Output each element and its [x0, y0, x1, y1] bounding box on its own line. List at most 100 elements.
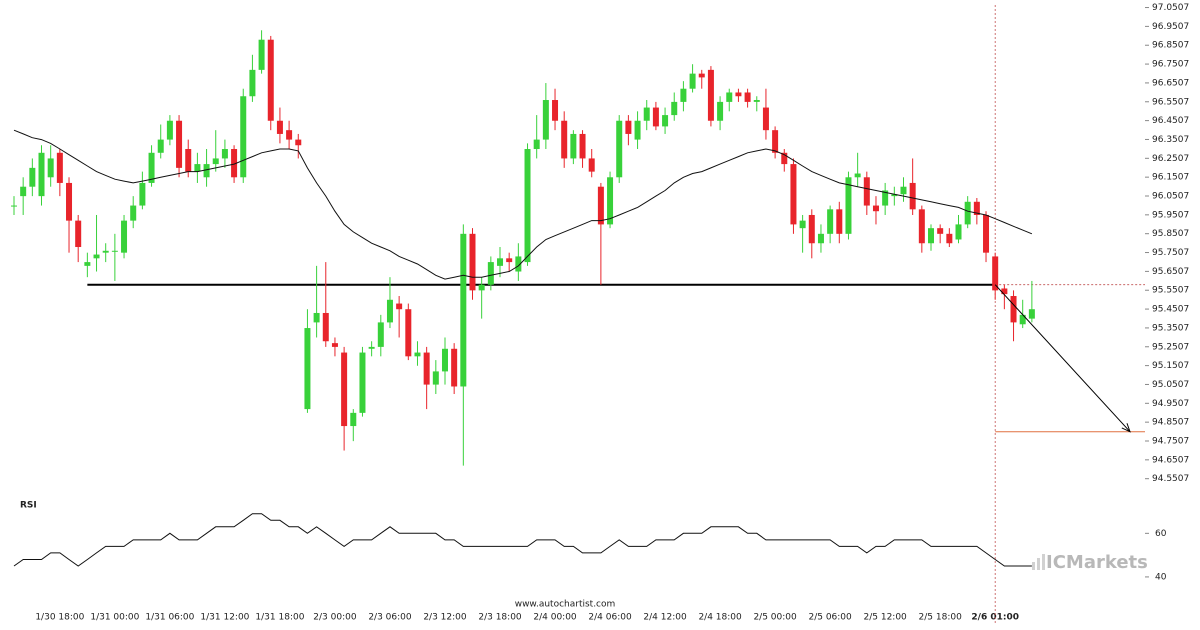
- candle-body: [542, 100, 549, 140]
- x-tick-label: 1/31 18:00: [255, 613, 304, 623]
- y-tick-label: 94.9507: [1152, 399, 1189, 409]
- candle-body: [139, 182, 146, 206]
- candle-body: [588, 158, 595, 172]
- candle-body: [579, 133, 586, 159]
- candle-body: [937, 228, 944, 234]
- candle-body: [396, 303, 403, 310]
- candle-body: [322, 312, 329, 342]
- candle-body: [836, 209, 843, 234]
- x-tick-label: 2/4 18:00: [698, 613, 742, 623]
- candle-body: [75, 220, 82, 248]
- candle-body: [203, 164, 210, 178]
- x-tick-label: 2/5 06:00: [808, 613, 852, 623]
- candle-body: [524, 149, 531, 263]
- candle-body: [47, 158, 54, 178]
- candle-body: [762, 107, 769, 131]
- candle-body: [414, 352, 421, 357]
- candle-body: [386, 299, 393, 323]
- candle-body: [799, 220, 806, 229]
- y-tick-label: 96.9507: [1152, 22, 1189, 32]
- candle-body: [441, 348, 448, 372]
- candle-body: [854, 173, 861, 178]
- rsi-tick-label: 60: [1155, 529, 1167, 539]
- candle-body: [634, 120, 641, 140]
- arrow-head: [1121, 423, 1131, 433]
- candle-body: [964, 201, 971, 225]
- candle-body: [652, 107, 659, 127]
- candle-body: [882, 190, 889, 206]
- y-tick-label: 95.2507: [1152, 342, 1189, 352]
- candle-body: [616, 120, 623, 178]
- candle-body: [66, 182, 73, 221]
- candle-body: [570, 133, 577, 159]
- candle-body: [157, 139, 164, 153]
- y-tick-label: 94.7507: [1152, 437, 1189, 447]
- candle-body: [176, 120, 183, 168]
- candle-body: [872, 205, 879, 212]
- candle-body: [460, 233, 467, 387]
- candle-body: [790, 164, 797, 225]
- y-tick-label: 96.8507: [1152, 41, 1189, 51]
- candle-body: [726, 92, 733, 102]
- candle-body: [276, 120, 283, 134]
- candle-body: [918, 209, 925, 244]
- rsi-line: [13, 513, 1032, 567]
- candle-body: [827, 209, 834, 234]
- candle-body: [891, 194, 898, 197]
- rsi-title: RSI: [20, 501, 37, 511]
- candle-body: [185, 149, 192, 172]
- y-tick-label: 95.5507: [1152, 286, 1189, 296]
- candle-body: [992, 256, 999, 291]
- candle-body: [497, 258, 504, 266]
- candle-body: [111, 250, 118, 252]
- candle-body: [221, 149, 228, 159]
- x-tick-label: 2/3 12:00: [423, 613, 467, 623]
- y-tick-label: 94.8507: [1152, 418, 1189, 428]
- candle-body: [689, 73, 696, 89]
- x-tick-label: 2/4 06:00: [588, 613, 632, 623]
- candle-body: [744, 92, 751, 102]
- candle-body: [1028, 309, 1035, 319]
- y-tick-label: 96.0507: [1152, 192, 1189, 202]
- candle-body: [946, 233, 953, 244]
- candle-body: [625, 120, 632, 134]
- y-tick-label: 96.5507: [1152, 97, 1189, 107]
- candle-body: [368, 346, 375, 349]
- candle-body: [863, 177, 870, 206]
- candle-body: [212, 158, 219, 165]
- candle-body: [707, 69, 714, 121]
- candle-body: [817, 233, 824, 244]
- candle-body: [29, 167, 36, 187]
- moving-average: [13, 129, 1033, 280]
- candle-body: [533, 139, 540, 150]
- candle-body: [267, 39, 274, 121]
- y-tick-label: 95.1507: [1152, 361, 1189, 371]
- candle-body: [166, 120, 173, 140]
- logo-bar: [1032, 562, 1035, 570]
- candle-body: [698, 73, 705, 78]
- y-tick-label: 96.6507: [1152, 78, 1189, 88]
- candle-body: [359, 352, 366, 413]
- candle-body: [607, 177, 614, 225]
- watermark: ICMarkets: [1046, 552, 1148, 573]
- candle-body: [249, 69, 256, 97]
- candle-body: [231, 149, 238, 178]
- y-tick-label: 96.1507: [1152, 173, 1189, 183]
- candle-body: [973, 201, 980, 215]
- candle-body: [478, 284, 485, 291]
- candle-body: [671, 101, 678, 116]
- candle-body: [909, 182, 916, 210]
- candle-body: [983, 214, 990, 253]
- forecast-arrow: [994, 284, 1131, 433]
- x-tick-label: 1/30 18:00: [35, 613, 84, 623]
- candle-body: [469, 233, 476, 291]
- footer: www.autochartist.com: [515, 600, 616, 610]
- candle-body: [597, 186, 604, 225]
- candle-body: [451, 348, 458, 387]
- candle-body: [487, 262, 494, 285]
- candle-body: [735, 92, 742, 97]
- candle-body: [680, 88, 687, 102]
- candle-body: [121, 220, 128, 253]
- candle-body: [93, 254, 100, 259]
